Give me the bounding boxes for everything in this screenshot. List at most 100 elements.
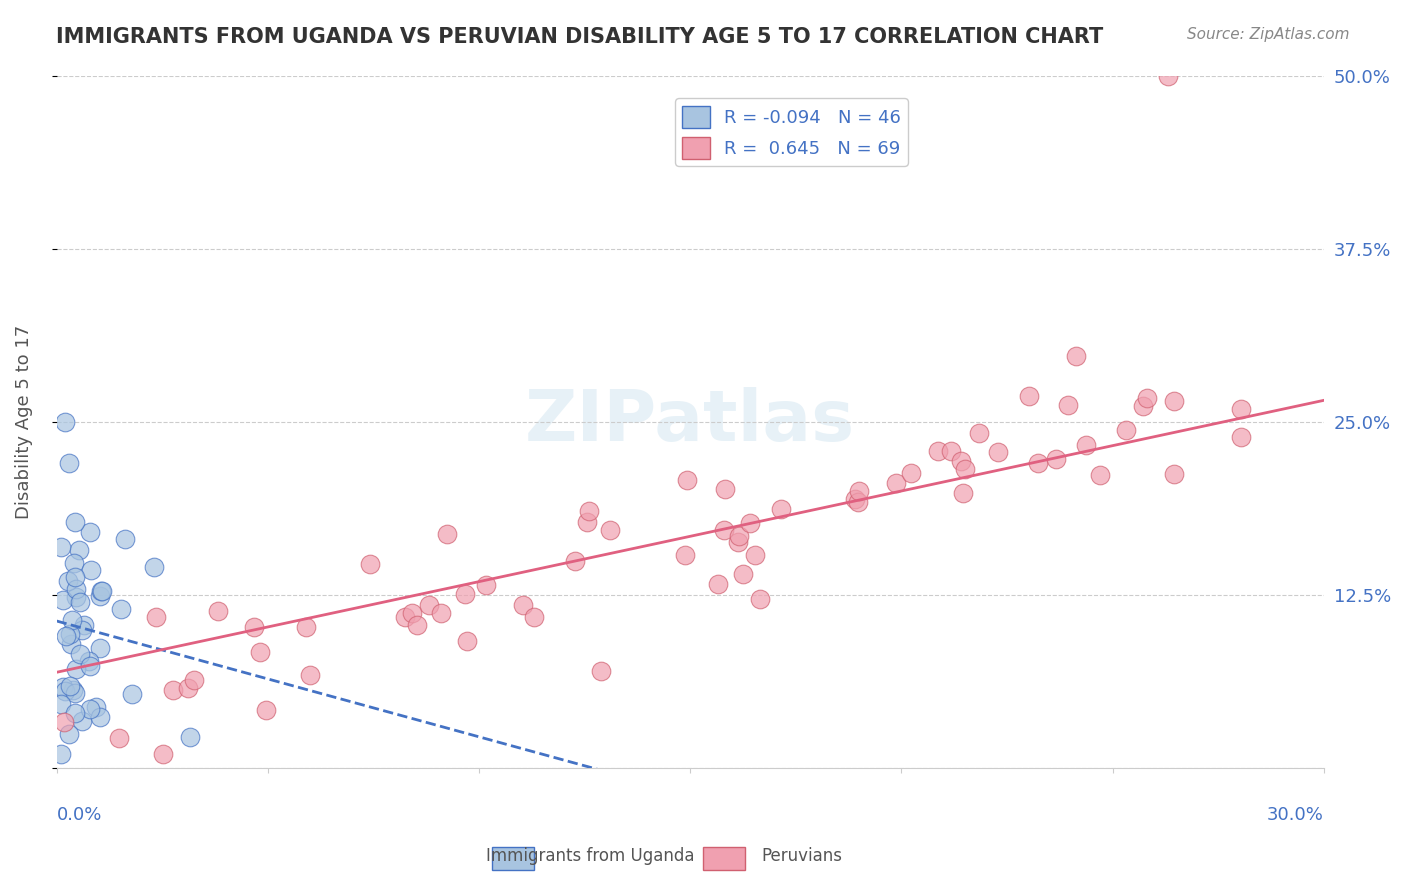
Text: Immigrants from Uganda: Immigrants from Uganda — [486, 847, 695, 865]
Text: 0.0%: 0.0% — [56, 805, 103, 824]
Point — [55, 629, 77, 643]
Point — [79, 525, 101, 540]
Point — [62, 683, 84, 698]
Point — [952, 485, 974, 500]
Point — [90, 584, 112, 599]
Point — [254, 703, 277, 717]
Point — [60, 613, 83, 627]
Point — [707, 576, 730, 591]
Point — [59, 637, 82, 651]
Point — [456, 634, 478, 648]
Point — [65, 685, 87, 699]
Point — [713, 483, 735, 497]
Point — [1229, 401, 1251, 416]
Point — [884, 476, 907, 491]
Point — [79, 659, 101, 673]
Point — [73, 617, 96, 632]
Point — [564, 554, 586, 568]
Point — [844, 491, 866, 506]
Point — [69, 647, 91, 661]
Point — [950, 453, 973, 467]
Point — [728, 529, 751, 543]
Point — [599, 524, 621, 538]
Point — [1156, 69, 1178, 83]
Point — [90, 584, 112, 599]
Point — [65, 570, 87, 584]
Point — [1074, 437, 1097, 451]
Point — [578, 504, 600, 518]
Point — [1136, 391, 1159, 405]
Point — [145, 610, 167, 624]
Point — [89, 709, 111, 723]
Point — [1088, 467, 1111, 482]
Text: IMMIGRANTS FROM UGANDA VS PERUVIAN DISABILITY AGE 5 TO 17 CORRELATION CHART: IMMIGRANTS FROM UGANDA VS PERUVIAN DISAB… — [56, 27, 1104, 46]
Point — [52, 593, 75, 607]
Point — [58, 727, 80, 741]
Point — [143, 560, 166, 574]
Point — [1230, 430, 1253, 444]
Point — [987, 445, 1010, 459]
Y-axis label: Disability Age 5 to 17: Disability Age 5 to 17 — [15, 325, 32, 519]
Point — [733, 566, 755, 581]
Point — [53, 415, 76, 429]
Point — [512, 599, 534, 613]
Point — [58, 456, 80, 470]
Point — [523, 610, 546, 624]
Text: 30.0%: 30.0% — [1267, 805, 1324, 824]
Point — [575, 515, 598, 529]
Point — [249, 645, 271, 659]
Point — [65, 590, 87, 604]
Point — [939, 443, 962, 458]
Point — [744, 548, 766, 562]
Point — [63, 515, 86, 529]
Point — [359, 558, 381, 572]
Point — [394, 609, 416, 624]
Point — [121, 687, 143, 701]
Point — [62, 556, 84, 570]
Point — [77, 654, 100, 668]
Point — [673, 548, 696, 562]
Point — [177, 681, 200, 696]
Point — [1163, 467, 1185, 481]
Point — [65, 582, 87, 596]
Point — [298, 668, 321, 682]
Point — [58, 574, 80, 588]
Point — [108, 731, 131, 745]
Point — [1066, 349, 1088, 363]
Point — [1132, 400, 1154, 414]
Point — [53, 683, 76, 698]
Point — [49, 540, 72, 554]
Point — [79, 702, 101, 716]
Point — [89, 589, 111, 603]
Point — [84, 700, 107, 714]
Point — [152, 747, 174, 761]
Point — [675, 474, 697, 488]
Point — [53, 715, 76, 730]
Point — [1045, 451, 1067, 466]
Point — [418, 598, 440, 612]
Point — [1018, 388, 1040, 402]
Point — [49, 747, 72, 761]
Point — [848, 495, 870, 509]
Point — [748, 591, 770, 606]
Legend: R = -0.094   N = 46, R =  0.645   N = 69: R = -0.094 N = 46, R = 0.645 N = 69 — [675, 98, 908, 166]
Point — [591, 664, 613, 678]
Point — [967, 425, 990, 440]
Point — [848, 483, 870, 498]
Point — [63, 706, 86, 721]
Point — [436, 527, 458, 541]
Point — [713, 523, 735, 537]
Point — [401, 606, 423, 620]
Point — [243, 619, 266, 633]
Point — [49, 697, 72, 711]
Text: ZIPatlas: ZIPatlas — [526, 387, 855, 456]
Text: Peruvians: Peruvians — [761, 847, 842, 865]
Point — [183, 673, 205, 687]
Point — [70, 623, 93, 637]
Point — [89, 640, 111, 655]
Point — [59, 627, 82, 641]
Point — [52, 680, 75, 694]
Point — [1056, 399, 1078, 413]
Point — [1028, 456, 1050, 470]
Point — [69, 595, 91, 609]
